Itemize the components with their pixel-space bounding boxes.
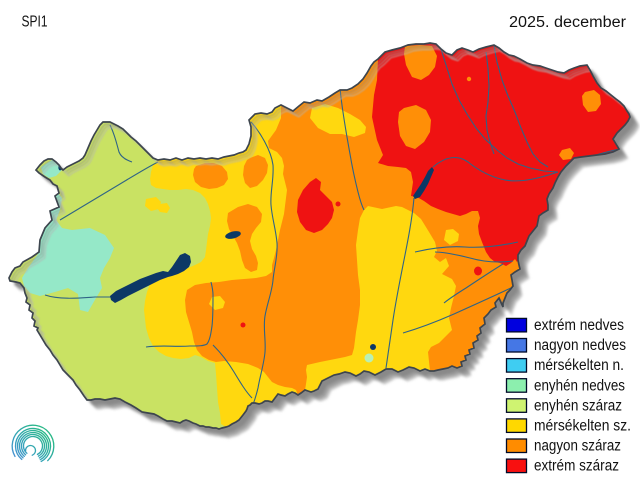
svg-text:extrém száraz: extrém száraz bbox=[534, 458, 619, 475]
svg-text:mérsékelten n.: mérsékelten n. bbox=[534, 357, 624, 374]
svg-text:SPI1: SPI1 bbox=[22, 14, 48, 31]
svg-text:nagyon nedves: nagyon nedves bbox=[534, 337, 626, 354]
svg-text:2025. december: 2025. december bbox=[509, 14, 626, 31]
svg-text:mérsékelten sz.: mérsékelten sz. bbox=[534, 418, 631, 435]
svg-text:extrém nedves: extrém nedves bbox=[534, 317, 624, 334]
svg-text:nagyon száraz: nagyon száraz bbox=[534, 438, 621, 455]
svg-text:enyhén nedves: enyhén nedves bbox=[534, 377, 625, 394]
svg-text:enyhén száraz: enyhén száraz bbox=[534, 397, 622, 414]
